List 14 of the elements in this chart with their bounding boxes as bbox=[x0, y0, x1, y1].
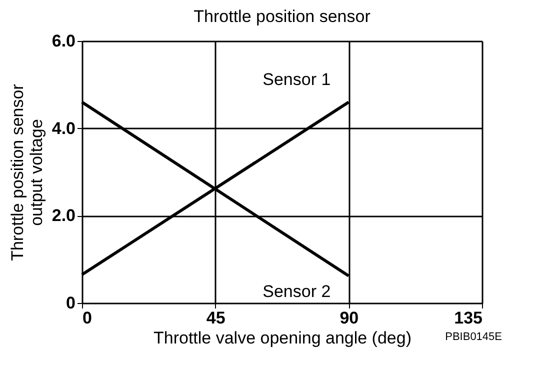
x-tick-label: 90 bbox=[340, 308, 359, 328]
series-label: Sensor 2 bbox=[262, 282, 331, 301]
y-tick-label: 4.0 bbox=[52, 118, 76, 138]
y-tick-label: 2.0 bbox=[52, 206, 76, 226]
y-axis-title: Throttle position sensor output voltage bbox=[8, 84, 46, 261]
x-tick-label: 0 bbox=[82, 308, 92, 328]
x-tick-label: 135 bbox=[454, 308, 482, 328]
chart-title: Throttle position sensor bbox=[194, 7, 371, 26]
y-tick-label: 0 bbox=[66, 294, 76, 312]
x-axis-title: Throttle valve opening angle (deg) bbox=[154, 328, 412, 348]
series-label: Sensor 1 bbox=[262, 70, 331, 90]
y-tick-label: 6.0 bbox=[52, 32, 76, 50]
x-tick-label: 45 bbox=[206, 308, 226, 328]
text: PBIB0145E bbox=[445, 331, 502, 343]
